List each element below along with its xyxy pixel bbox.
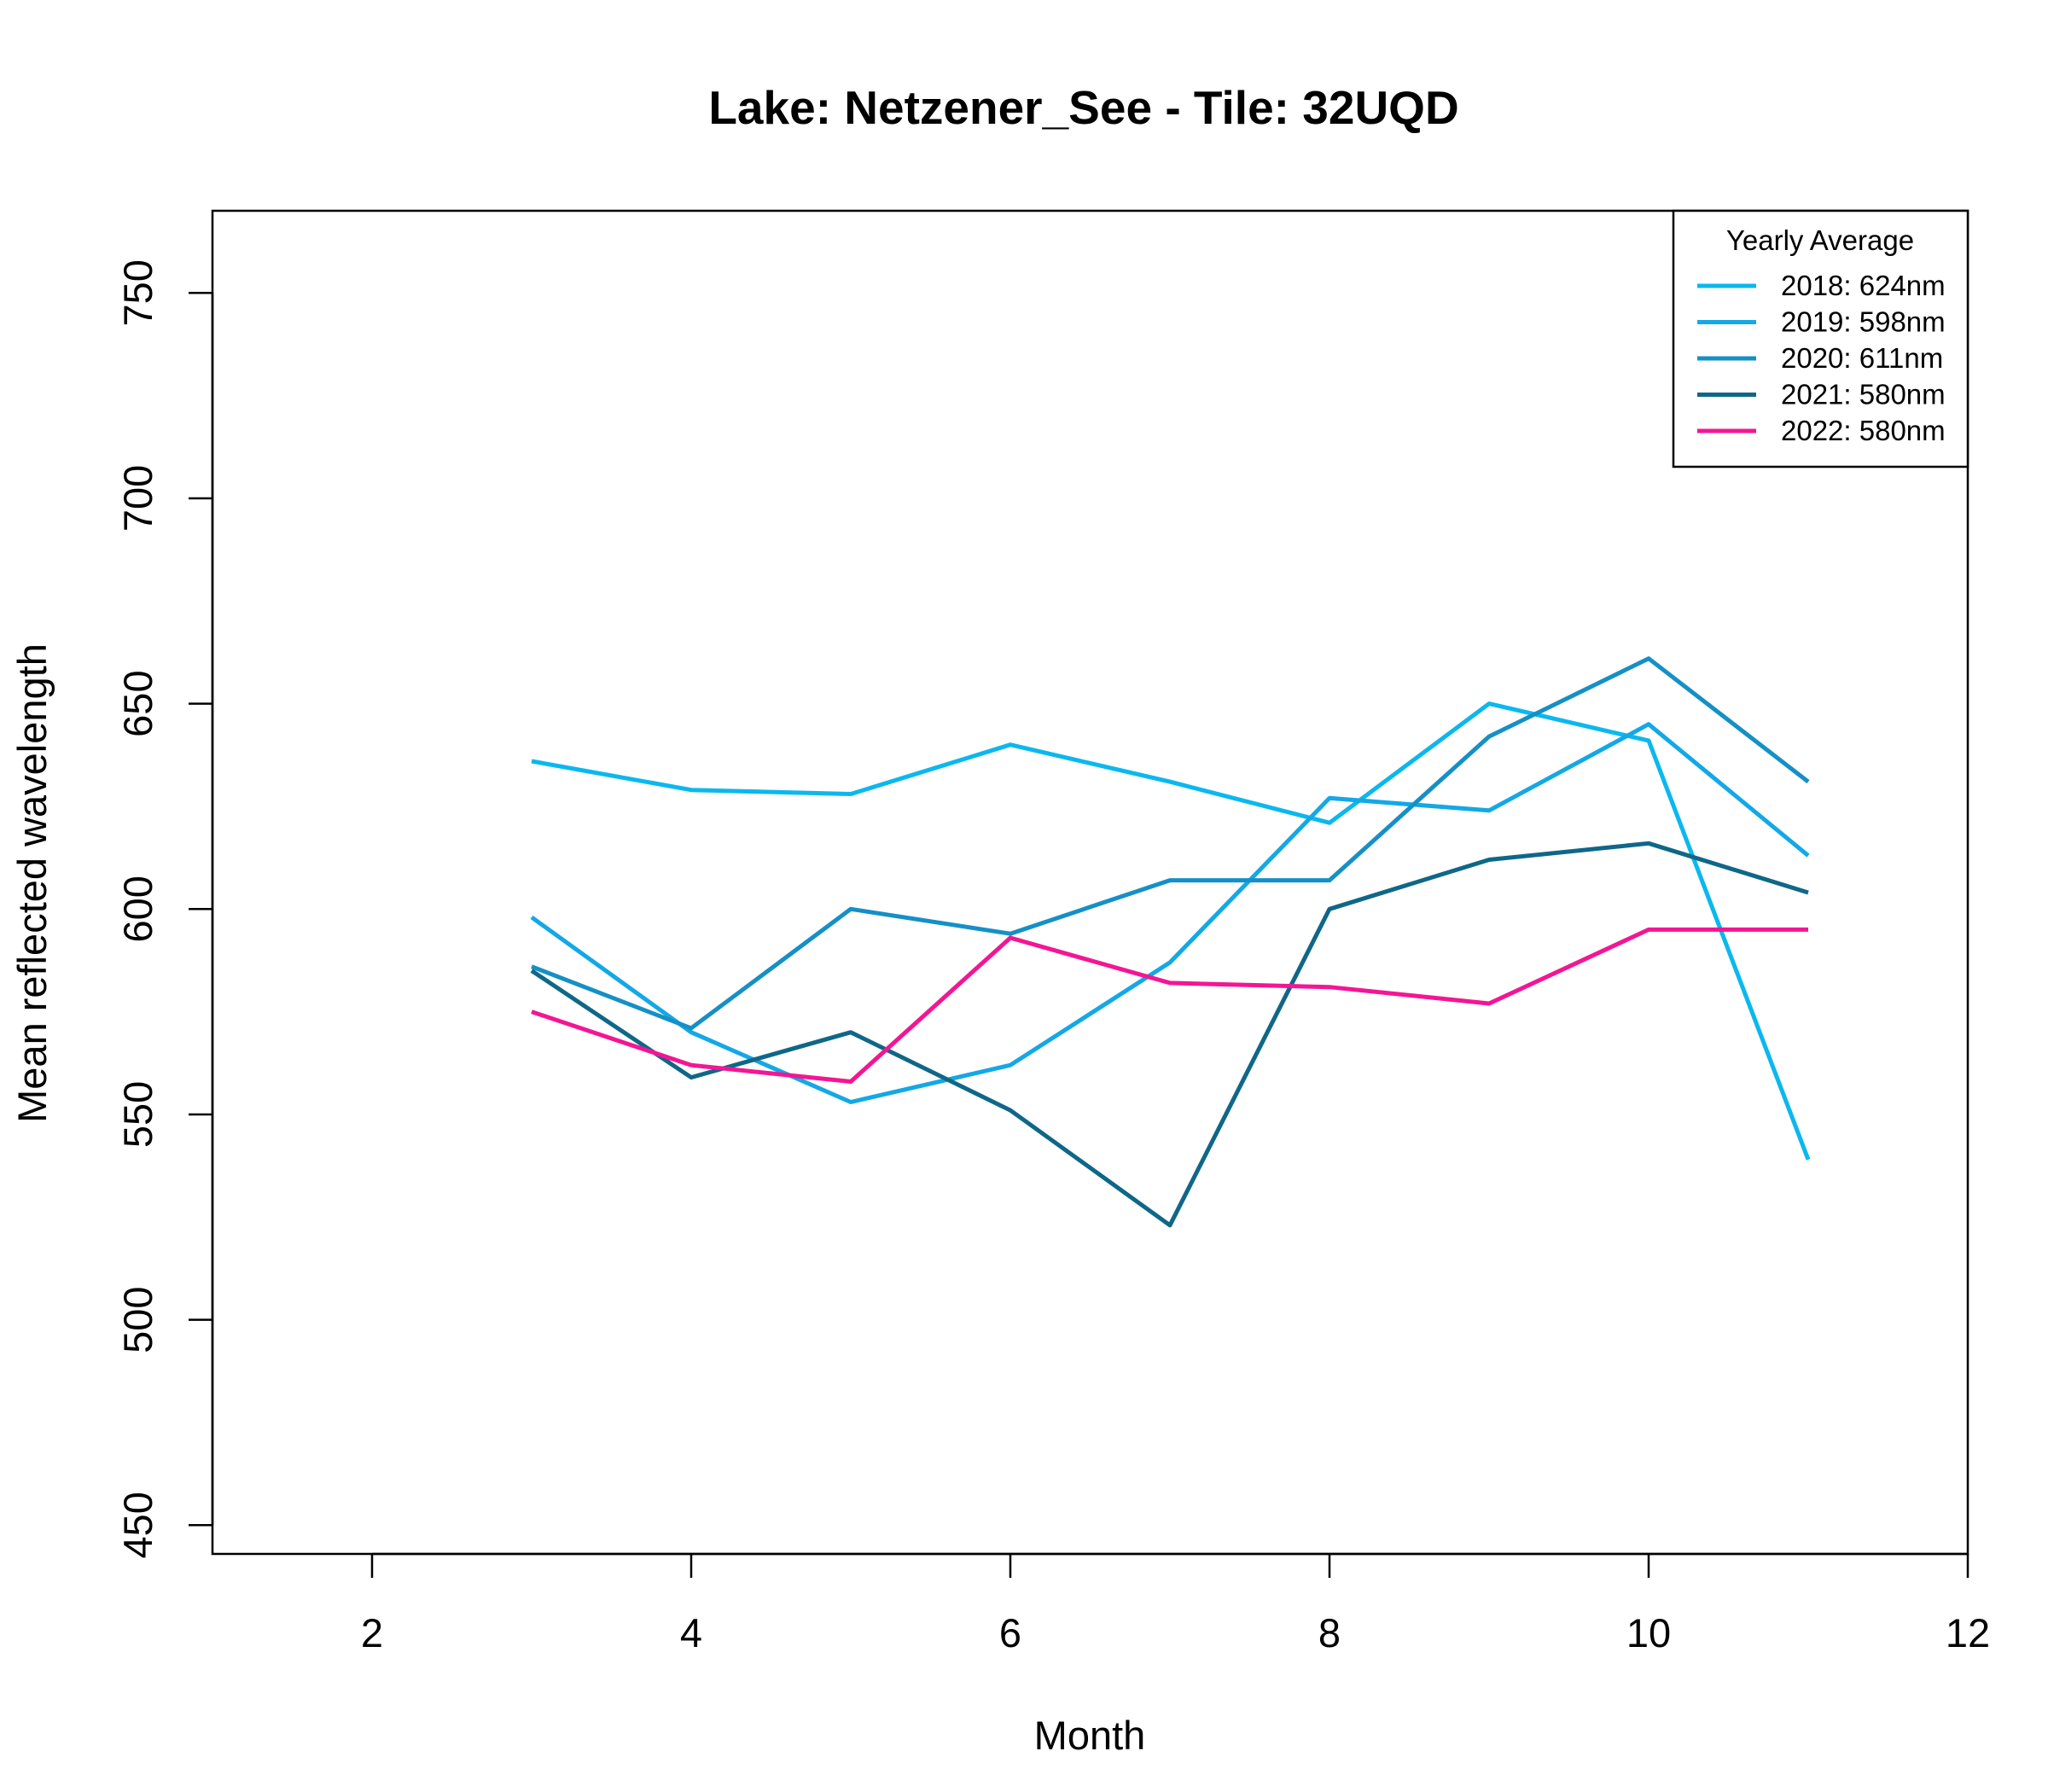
x-tick-label: 8 [1318, 1610, 1341, 1655]
y-tick-label: 650 [115, 670, 160, 736]
legend-label: 2019: 598nm [1781, 306, 1946, 338]
y-tick-label: 750 [115, 259, 160, 326]
series-line-2021 [530, 841, 1809, 1228]
x-tick-label: 10 [1626, 1610, 1671, 1655]
series-line-2022 [531, 927, 1808, 1084]
series-line-2019 [530, 722, 1810, 1104]
y-tick-label: 700 [115, 465, 160, 532]
y-tick-label: 600 [115, 876, 160, 942]
legend-label: 2020: 611nm [1781, 342, 1943, 374]
legend-box [1672, 209, 1969, 468]
legend: Yearly Average 2018: 624nm 2019: 598nm 202… [1672, 209, 1969, 468]
x-tick-label: 4 [680, 1610, 702, 1655]
legend-title: Yearly Average [1726, 224, 1914, 256]
series-line-2020 [531, 656, 1810, 1031]
chart-title: Lake: Netzener_See - Tile: 32UQD [708, 81, 1458, 134]
x-axis: 2 4 6 8 10 12 [361, 1552, 1990, 1655]
y-tick-label: 550 [115, 1081, 160, 1148]
y-axis: 450 500 550 600 650 700 750 [115, 259, 214, 1559]
series-line-2018 [531, 701, 1811, 1161]
y-tick-label: 500 [115, 1286, 160, 1353]
x-axis-label: Month [1034, 1713, 1146, 1758]
legend-label: 2021: 580nm [1781, 379, 1946, 410]
legend-items: 2018: 624nm 2019: 598nm 2020: 611nm 2021: 5… [1697, 270, 1946, 446]
x-tick-label: 2 [361, 1610, 383, 1655]
legend-label: 2022: 580nm [1781, 415, 1946, 446]
series-group [530, 656, 1811, 1228]
y-tick-label: 450 [115, 1492, 160, 1558]
x-tick-label: 6 [999, 1610, 1021, 1655]
legend-label: 2018: 624nm [1781, 270, 1946, 301]
y-axis-label: Mean reflected wavelength [9, 643, 55, 1123]
x-tick-label: 12 [1946, 1610, 1990, 1655]
